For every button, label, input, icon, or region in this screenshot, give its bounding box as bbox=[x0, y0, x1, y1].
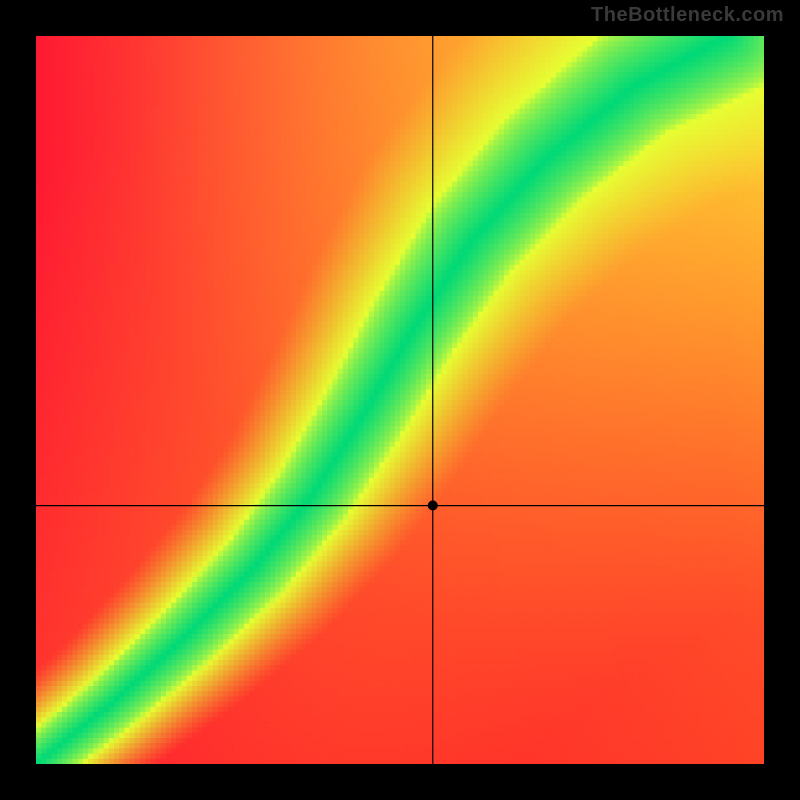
plot-area bbox=[36, 36, 764, 764]
chart-frame: TheBottleneck.com bbox=[0, 0, 800, 800]
heatmap-canvas bbox=[36, 36, 764, 764]
watermark-text: TheBottleneck.com bbox=[591, 4, 784, 27]
